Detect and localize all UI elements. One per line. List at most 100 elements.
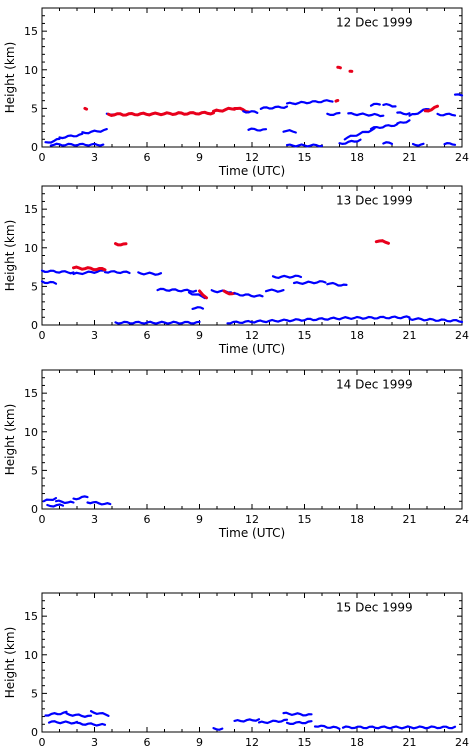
y-tick-label: 15 (24, 387, 38, 400)
date-label: 14 Dec 1999 (336, 378, 413, 392)
x-tick-label: 12 (245, 736, 259, 748)
x-tick-label: 9 (196, 329, 203, 342)
x-tick-label: 9 (196, 513, 203, 526)
blue-return-segment (247, 127, 268, 132)
blue-return-segment (72, 269, 105, 276)
blue-return-segment (338, 138, 362, 146)
lidar-returns (44, 709, 457, 731)
x-tick-label: 3 (91, 736, 98, 748)
blue-return-segment (285, 720, 313, 726)
blue-return-segment (58, 132, 84, 140)
blue-return-segment (40, 269, 75, 275)
y-axis-label: Height (km) (3, 627, 17, 698)
blue-return-segment (44, 710, 68, 717)
blue-return-segment (347, 111, 385, 118)
blue-return-segment (326, 111, 341, 117)
blue-return-segment (313, 724, 341, 731)
y-tick-label: 10 (24, 242, 38, 255)
x-axis-label: Time (UTC) (218, 526, 285, 540)
x-tick-label: 18 (350, 513, 364, 526)
blue-return-segment (191, 306, 205, 310)
red-return-segment (336, 65, 342, 70)
red-return-segment (423, 104, 439, 113)
blue-return-segment (285, 316, 350, 323)
blue-return-segment (453, 93, 464, 97)
y-tick-label: 15 (24, 610, 38, 623)
x-tick-label: 3 (91, 151, 98, 164)
blue-return-segment (382, 141, 394, 145)
blue-return-segment (242, 110, 259, 115)
blue-return-segment (81, 128, 108, 135)
blue-return-segment (436, 112, 457, 117)
x-tick-label: 0 (39, 736, 46, 748)
blue-return-segment (257, 718, 289, 725)
blue-return-segment (86, 500, 112, 506)
blue-return-segment (187, 291, 206, 300)
blue-return-segment (369, 123, 399, 130)
blue-return-segment (137, 271, 163, 276)
blue-return-segment (347, 315, 411, 321)
x-tick-label: 0 (39, 329, 46, 342)
blue-return-segment (42, 497, 58, 503)
lidar-returns (44, 65, 464, 148)
y-tick-label: 5 (31, 464, 38, 477)
y-tick-label: 0 (31, 141, 38, 154)
blue-return-segment (44, 137, 61, 144)
blue-return-segment (271, 274, 303, 280)
blue-return-segment (226, 318, 289, 325)
y-tick-label: 5 (31, 102, 38, 115)
blue-return-segment (47, 720, 79, 725)
x-tick-label: 12 (245, 513, 259, 526)
y-axis-label: Height (km) (3, 220, 17, 291)
y-tick-label: 10 (24, 64, 38, 77)
blue-return-segment (54, 499, 75, 505)
x-tick-label: 9 (196, 736, 203, 748)
blue-return-segment (46, 503, 65, 508)
y-axis-label: Height (km) (3, 404, 17, 475)
y-tick-label: 15 (24, 25, 38, 38)
blue-return-segment (75, 721, 107, 727)
x-tick-label: 24 (455, 513, 469, 526)
y-tick-label: 0 (31, 726, 38, 739)
blue-return-segment (233, 292, 264, 298)
red-return-segment (222, 289, 236, 296)
plot-frame (41, 7, 463, 148)
blue-return-segment (326, 281, 348, 287)
x-axis-label: Time (UTC) (218, 342, 285, 356)
panel-3: 0 3 6 9 12 15 18 21 24 0 5 10 15 Time (UTC) Height (km… (3, 369, 469, 540)
x-tick-label: 21 (403, 151, 417, 164)
blue-return-segment (103, 270, 131, 275)
blue-return-segment (292, 280, 327, 285)
x-tick-label: 15 (298, 329, 312, 342)
x-tick-label: 6 (144, 736, 151, 748)
x-tick-label: 6 (144, 513, 151, 526)
blue-return-segment (259, 105, 289, 111)
lidar-returns (40, 239, 464, 325)
blue-return-segment (114, 320, 201, 325)
x-tick-label: 15 (298, 736, 312, 748)
panel-1: 0 3 6 9 12 15 18 21 24 0 5 10 15 Time (UTC) Height (km… (3, 7, 469, 178)
x-tick-label: 6 (144, 151, 151, 164)
blue-return-segment (156, 287, 198, 293)
blue-return-segment (411, 142, 425, 147)
x-tick-label: 24 (455, 736, 469, 748)
y-tick-label: 5 (31, 687, 38, 700)
y-tick-label: 0 (31, 319, 38, 332)
red-return-segment (72, 265, 107, 272)
x-tick-label: 12 (245, 151, 259, 164)
plot-frame (41, 592, 463, 733)
blue-return-segment (264, 288, 285, 293)
date-label: 15 Dec 1999 (336, 601, 413, 615)
blue-return-segment (89, 709, 110, 718)
y-tick-label: 10 (24, 649, 38, 662)
red-return-segment (114, 242, 128, 247)
red-return-segment (374, 239, 390, 245)
blue-return-segment (40, 280, 58, 285)
blue-return-segment (408, 317, 464, 324)
blue-return-segment (285, 99, 334, 106)
x-tick-label: 15 (298, 513, 312, 526)
x-tick-label: 0 (39, 151, 46, 164)
blue-return-segment (396, 111, 411, 116)
x-tick-label: 0 (39, 513, 46, 526)
